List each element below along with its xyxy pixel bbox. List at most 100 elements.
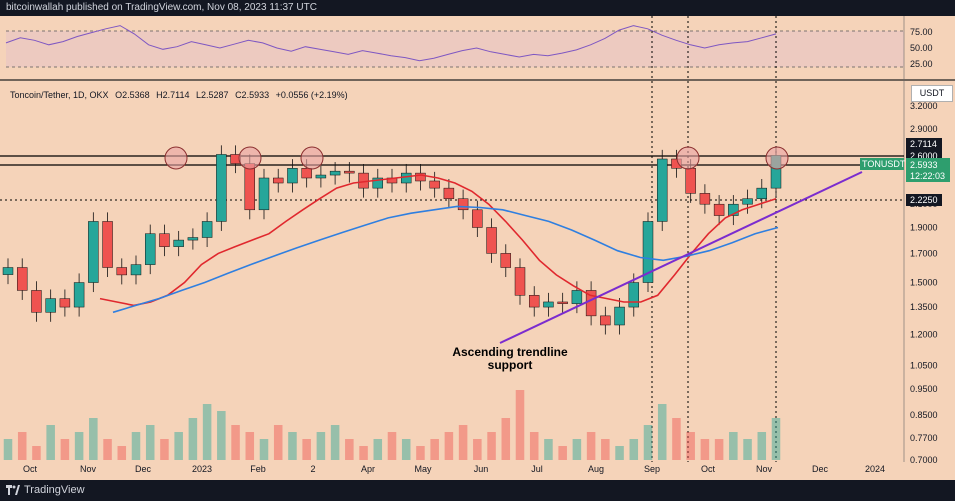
candle [457,198,469,211]
candle [45,298,56,313]
candle [472,209,483,228]
x-tick-label: 2024 [865,464,885,474]
chart-svg[interactable]: 75.00 50.00 25.00 Ascending trendline supp… [0,0,955,480]
legend-open: O2.5368 [115,90,150,100]
volume-bar [117,446,127,460]
legend-high: H2.7114 [156,90,190,100]
x-tick-label: Nov [756,464,773,474]
x-tick-label: Feb [250,464,266,474]
volume-bar [245,432,255,460]
price-tick-label: 1.2000 [910,329,938,339]
x-tick-label: May [414,464,432,474]
level-top-value: 2.6000 [910,151,938,161]
candle [216,154,227,222]
candle [130,264,142,276]
price-tick-label: 3.2000 [910,101,938,111]
volume-bar [174,432,183,460]
candle [713,203,725,216]
volume-bar [160,439,169,460]
rsi-tick-label: 75.00 [910,27,933,37]
volume-bar [444,432,454,460]
volume-bar [771,418,781,460]
chart-background [0,16,955,480]
tradingview-logo-icon [6,485,20,495]
ma-slow-line [112,205,779,314]
volume-bar [544,439,553,460]
candle [116,267,128,276]
resistance-touch-circle [238,146,262,170]
volume-bar [316,432,326,460]
volume-bar [145,425,155,460]
candle [628,282,640,308]
rsi-tick-label: 50.00 [910,43,933,53]
candle [443,187,455,199]
volume-bar [729,432,738,460]
volume-bar [131,432,141,460]
price-tick-label: 1.3500 [910,302,938,312]
candle [756,187,768,199]
candle [742,198,753,205]
countdown-value: 12:22:03 [910,171,945,181]
annotation-line2: support [488,358,533,372]
volume-bar [714,439,724,460]
ascending-trendline[interactable] [499,171,863,344]
candle [372,177,384,189]
volume-bar [188,418,198,460]
x-tick-label: Apr [361,464,375,474]
candle [514,267,526,296]
candle [73,282,85,308]
candle [16,267,28,291]
candle [344,170,355,174]
volume-bar [401,439,411,460]
volume-bar [373,439,383,460]
volume-bar [430,439,439,460]
candle [699,193,711,205]
candle [144,233,156,265]
candle [59,298,71,308]
currency-button[interactable]: USDT [911,85,953,102]
price-tick-label: 0.9500 [910,384,938,394]
candle [656,158,668,222]
x-tick-label: Oct [23,464,38,474]
volume-bar [757,432,767,460]
candle [301,168,312,179]
rsi-tick-label: 25.00 [910,59,933,69]
volume-bar [288,432,297,460]
candle [642,221,654,283]
x-tick-label: 2 [310,464,315,474]
symbol-tag [860,158,904,170]
last-price-value: 2.5933 [910,160,938,170]
volume-bar [416,446,425,460]
volume-bar [46,425,55,460]
rsi-line [5,25,777,62]
candle [557,301,568,304]
price-tick-label: 0.8500 [910,410,938,420]
volume-bar [615,446,624,460]
volume-bar [387,432,397,460]
candle [272,177,284,184]
candle [728,203,739,216]
x-tick-label: Sep [644,464,660,474]
candle [315,174,327,179]
publish-header: bitcoinwallah published on TradingView.c… [0,0,955,16]
candle [500,253,512,268]
publish-info: bitcoinwallah published on TradingView.c… [6,2,317,13]
chart-legend: Toncoin/Tether, 1D, OKX O2.5368 H2.7114 … [10,90,352,100]
volume-bar [345,439,354,460]
volume-bar [572,439,582,460]
annotation-line1: Ascending trendline [452,345,568,359]
support-price-value: 2.2250 [910,195,938,205]
candle [187,237,199,241]
candle [528,295,540,308]
candle [415,172,426,182]
volume-bar [529,432,539,460]
x-tick-label: Dec [135,464,152,474]
volume-bar [89,418,98,460]
volume-bar [601,439,610,460]
volume-bar [700,439,710,460]
volume-bar [458,425,468,460]
price-tick-label: 0.7700 [910,433,938,443]
volume-bar [302,439,311,460]
candle [486,227,497,254]
